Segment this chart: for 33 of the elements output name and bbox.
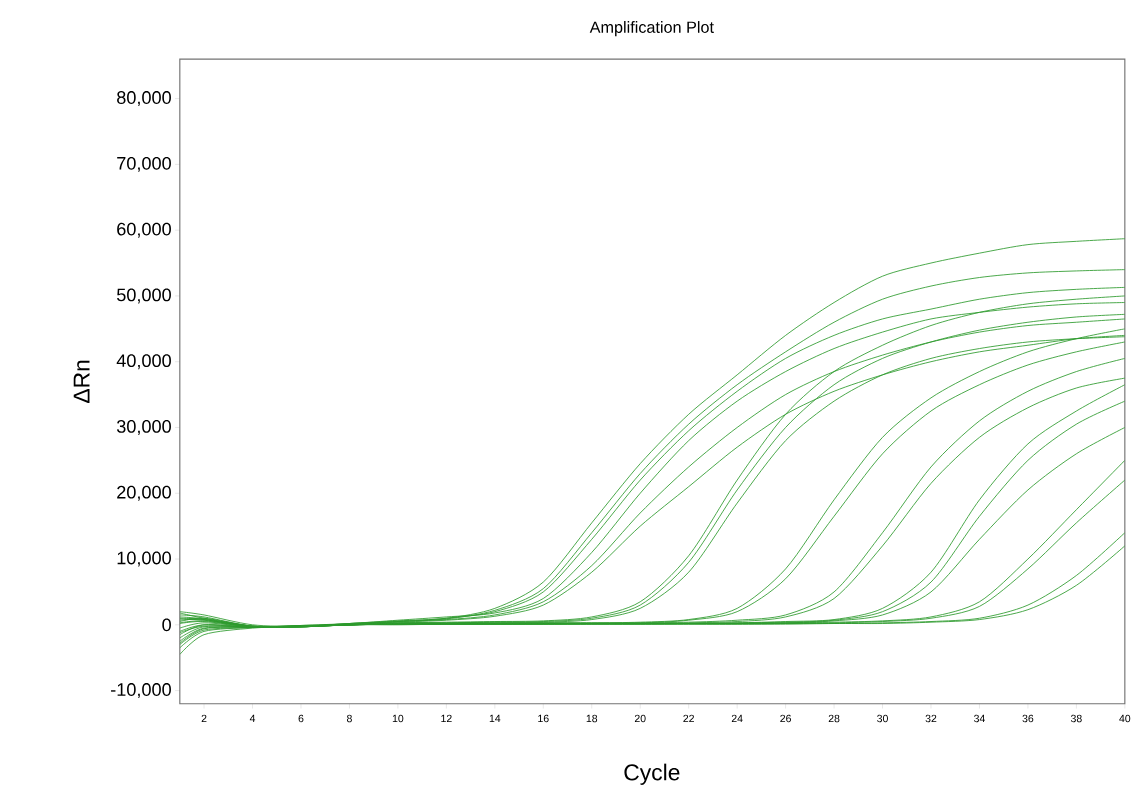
x-tick-label: 10 [392,714,404,723]
x-tick-label: 34 [974,714,985,723]
x-tick-label: 8 [346,714,352,723]
y-axis-title: ΔRn [73,360,90,403]
x-tick-label: 4 [249,714,256,722]
y-tick-label: 70,000 [117,156,171,172]
x-tick-label: 12 [441,714,452,722]
x-tick-label: 36 [1022,714,1034,723]
y-tick-label: 30,000 [116,419,171,435]
y-tick-label: 60,000 [117,222,171,238]
x-tick-label: 40 [1119,714,1131,723]
x-tick-label: 30 [877,714,888,723]
x-tick-label: 24 [731,714,743,722]
x-tick-label: 16 [538,714,549,723]
y-tick-label: 50,000 [116,288,171,304]
x-tick-label: 32 [925,714,937,723]
y-tick-label: -10,000 [111,682,171,698]
y-tick-label: 80,000 [117,90,171,106]
y-tick-label: 10,000 [117,551,171,567]
x-tick-label: 20 [634,714,646,723]
y-tick-label: 20,000 [117,485,171,501]
x-tick-label: 2 [201,714,207,722]
x-axis-title: Cycle [624,763,680,785]
x-tick-label: 38 [1070,714,1082,723]
x-tick-label: 22 [683,714,694,722]
x-tick-label: 28 [828,714,840,723]
x-tick-label: 18 [586,714,598,723]
x-tick-label: 26 [780,714,791,723]
chart-title: Amplification Plot [589,20,714,36]
y-tick-label: 40,000 [116,354,171,370]
x-tick-label: 6 [298,714,304,723]
x-tick-label: 14 [489,714,501,722]
y-tick-label: 0 [162,618,171,632]
